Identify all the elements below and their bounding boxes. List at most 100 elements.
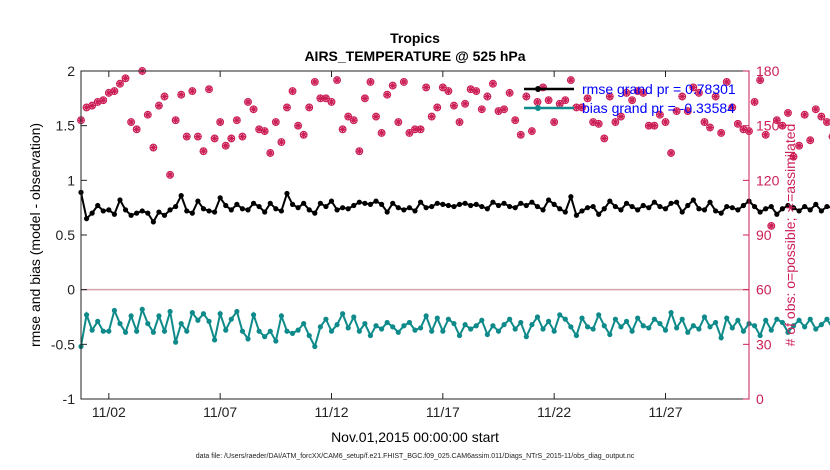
bias-line [80,306,830,350]
bias-point [518,319,524,326]
rmse-point [395,205,401,211]
rmse-point [362,200,368,206]
series-obs-assimilated [77,67,830,230]
obs-assimilated-point [155,102,163,110]
bias-point [657,320,663,327]
bias-point [802,324,808,330]
obs-assimilated-point [244,98,252,106]
obs-assimilated-point [322,94,330,102]
rmse-point [379,201,385,207]
bias-point [612,316,619,322]
obs-assimilated-point [823,118,830,126]
rmse-point [178,193,184,199]
rmse-point [278,208,284,214]
y-right-tick-label: 30 [756,336,772,352]
obs-assimilated-point [739,125,748,133]
obs-assimilated-point [756,76,764,84]
bias-point [384,319,390,326]
rmse-point [562,209,568,215]
bias-point [111,307,117,314]
rmse-point [551,201,557,207]
bias-point [601,323,607,329]
rmse-point [273,206,279,212]
bias-point [429,328,435,334]
x-tick-label: 11/07 [203,404,237,420]
bias-point [562,316,568,322]
rmse-point [540,207,546,213]
bias-point [713,319,719,326]
rmse-point [774,211,780,217]
obs-assimilated-point [400,78,408,86]
obs-assimilated-point [166,171,174,179]
obs-assimilated-point [483,92,491,101]
obs-assimilated-point [717,129,725,137]
rmse-point [451,203,457,210]
obs-assimilated-point [522,92,530,101]
bias-point [468,326,474,332]
bias-point [462,322,468,328]
obs-assimilated-point [595,120,603,128]
rmse-point [423,205,429,211]
obs-assimilated-point [767,222,775,230]
rmse-point [445,202,451,209]
rmse-point [406,205,413,211]
rmse-point [462,200,468,206]
rmse-point [145,210,151,216]
obs-assimilated-point [784,109,792,117]
rmse-point [150,219,156,225]
obs-assimilated-point [177,91,185,99]
bias-point [145,320,151,327]
obs-assimilated-point [728,103,736,112]
y-axis-left: -1 -0.5 0 0.5 1 1.5 2 [51,63,87,407]
rmse-point [356,199,362,205]
rmse-point [189,210,195,216]
bias-point [529,322,535,328]
rmse-point [729,205,735,211]
obs-assimilated-point [795,142,803,150]
rmse-point [323,203,329,210]
obs-assimilated-point [127,118,135,126]
rmse-point [83,216,90,222]
obs-assimilated-point [272,118,280,126]
obs-assimilated-point [144,111,152,119]
bias-point [278,313,284,319]
bias-point [718,335,724,341]
obs-assimilated-point [661,118,670,126]
x-axis-label: Nov.01,2015 00:00:00 start [331,429,499,445]
rmse-point [295,205,301,211]
legend-bias-label: bias grand pr = -0.33584 [582,100,735,116]
plot-frame [80,70,750,400]
rmse-point [440,201,446,207]
bias-point [495,328,502,334]
bias-point [534,314,541,320]
bias-point [707,324,713,330]
y-right-tick-label: 150 [756,118,780,134]
rmse-point [701,207,708,213]
bias-point [701,314,708,320]
obs-assimilated-point [116,80,124,88]
obs-assimilated-point [361,94,369,102]
obs-assimilated-point [428,112,436,121]
rmse-point [328,198,335,204]
obs-assimilated-point [467,85,475,93]
obs-assimilated-point [750,98,759,106]
obs-assimilated-point [422,83,430,91]
y-right-tick-label: 60 [756,282,772,298]
rmse-point [195,198,201,204]
obs-assimilated-point [110,87,118,95]
rmse-point [412,208,418,214]
bias-point [790,323,797,329]
obs-assimilated-point [489,80,497,88]
rmse-point [785,202,791,209]
obs-assimilated-point [194,133,202,141]
rmse-point [612,203,619,210]
bias-point [128,313,134,319]
obs-assimilated-point [812,105,820,113]
legend: rmse grand pr = 0.78301 bias grand pr = … [524,81,736,116]
bias-point [295,327,301,333]
obs-assimilated-point [160,92,169,101]
bias-point [184,328,190,334]
rmse-point [351,202,357,209]
rmse-point [200,206,207,212]
obs-assimilated-point [673,107,681,115]
